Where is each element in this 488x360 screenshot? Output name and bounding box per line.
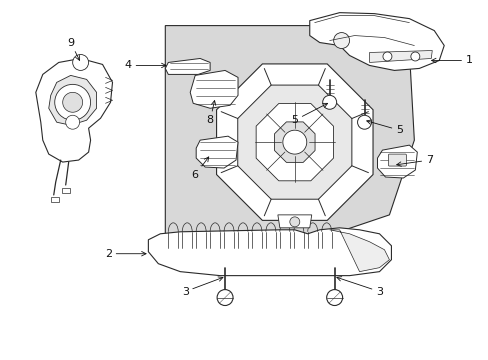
FancyBboxPatch shape: [387, 154, 406, 166]
Polygon shape: [377, 145, 416, 178]
Circle shape: [382, 52, 391, 61]
Polygon shape: [256, 103, 333, 181]
Circle shape: [55, 84, 90, 120]
Circle shape: [410, 52, 419, 61]
Circle shape: [289, 217, 299, 227]
Text: 5: 5: [366, 120, 402, 135]
Circle shape: [73, 54, 88, 71]
Polygon shape: [51, 197, 59, 202]
Text: 6: 6: [191, 157, 208, 180]
Text: 2: 2: [105, 249, 146, 259]
Circle shape: [282, 130, 306, 154]
Polygon shape: [49, 75, 96, 125]
Polygon shape: [369, 50, 431, 62]
Text: 7: 7: [396, 155, 432, 166]
Polygon shape: [309, 13, 443, 71]
Circle shape: [62, 92, 82, 112]
Polygon shape: [237, 85, 351, 199]
Text: 3: 3: [336, 276, 382, 297]
Text: 1: 1: [431, 55, 472, 66]
Polygon shape: [165, 58, 210, 75]
Polygon shape: [216, 64, 372, 220]
Polygon shape: [274, 122, 314, 162]
Text: 9: 9: [67, 37, 80, 60]
Polygon shape: [36, 58, 112, 162]
Circle shape: [326, 289, 342, 306]
Polygon shape: [190, 71, 238, 108]
Text: 4: 4: [124, 60, 165, 71]
Circle shape: [217, 289, 233, 306]
Circle shape: [65, 115, 80, 129]
Circle shape: [357, 115, 371, 129]
Text: 5: 5: [291, 103, 327, 125]
Text: 3: 3: [182, 277, 223, 297]
Polygon shape: [148, 228, 390, 276]
Circle shape: [322, 95, 336, 109]
Polygon shape: [329, 230, 388, 272]
Polygon shape: [277, 215, 311, 228]
Text: 8: 8: [206, 100, 215, 125]
Polygon shape: [196, 136, 238, 168]
Circle shape: [333, 32, 349, 49]
Polygon shape: [165, 26, 413, 242]
Polygon shape: [61, 188, 69, 193]
